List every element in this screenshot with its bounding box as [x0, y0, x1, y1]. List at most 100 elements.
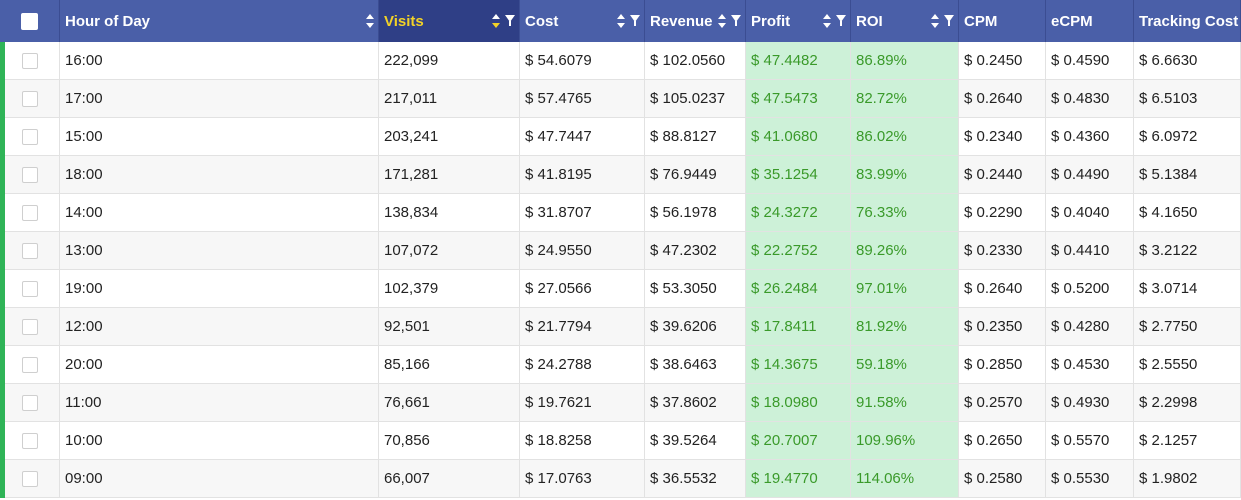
cell-hour: 13:00 [60, 232, 379, 270]
cell-ecpm: $ 0.4930 [1046, 384, 1134, 422]
table-row[interactable]: 20:00 85,166 $ 24.2788 $ 38.6463 $ 14.3675 59… [0, 346, 1241, 384]
row-checkbox[interactable] [21, 242, 38, 259]
row-checkbox[interactable] [21, 280, 38, 297]
sort-icon[interactable] [823, 14, 831, 28]
row-checkbox[interactable] [21, 394, 38, 411]
sort-icon[interactable] [366, 14, 374, 28]
sort-icon[interactable] [931, 14, 939, 28]
table-row[interactable]: 18:00 171,281 $ 41.8195 $ 76.9449 $ 35.1254 8… [0, 156, 1241, 194]
cell-revenue: $ 53.3050 [645, 270, 746, 308]
table-row[interactable]: 16:00 222,099 $ 54.6079 $ 102.0560 $ 47.4482… [0, 42, 1241, 80]
table-row[interactable]: 19:00 102,379 $ 27.0566 $ 53.3050 $ 26.2484 9… [0, 270, 1241, 308]
cell-hour: 17:00 [60, 80, 379, 118]
row-checkbox[interactable] [21, 90, 38, 107]
cell-visits: 70,856 [379, 422, 520, 460]
sort-icon[interactable] [718, 14, 726, 28]
column-header-hour[interactable]: Hour of Day [60, 0, 379, 42]
row-select-cell [0, 460, 60, 498]
cell-revenue: $ 37.8602 [645, 384, 746, 422]
filter-icon[interactable] [731, 15, 741, 27]
cell-ecpm: $ 0.4590 [1046, 42, 1134, 80]
cell-tracking-cost: $ 3.0714 [1134, 270, 1241, 308]
filter-icon[interactable] [836, 15, 846, 27]
cell-visits: 85,166 [379, 346, 520, 384]
filter-icon[interactable] [944, 15, 954, 27]
column-header-label: Revenue [650, 12, 713, 30]
cell-cpm: $ 0.2650 [959, 422, 1046, 460]
table-row[interactable]: 10:00 70,856 $ 18.8258 $ 39.5264 $ 20.7007 10… [0, 422, 1241, 460]
cell-visits: 107,072 [379, 232, 520, 270]
row-select-cell [0, 156, 60, 194]
table-row[interactable]: 14:00 138,834 $ 31.8707 $ 56.1978 $ 24.3272 7… [0, 194, 1241, 232]
cell-hour: 10:00 [60, 422, 379, 460]
cell-cpm: $ 0.2440 [959, 156, 1046, 194]
cell-cost: $ 54.6079 [520, 42, 645, 80]
table-row[interactable]: 09:00 66,007 $ 17.0763 $ 36.5532 $ 19.4770 11… [0, 460, 1241, 498]
cell-ecpm: $ 0.4830 [1046, 80, 1134, 118]
sort-icon[interactable] [617, 14, 625, 28]
row-select-cell [0, 194, 60, 232]
cell-ecpm: $ 0.4360 [1046, 118, 1134, 156]
column-header-visits[interactable]: Visits [379, 0, 520, 42]
column-header-roi[interactable]: ROI [851, 0, 959, 42]
cell-visits: 76,661 [379, 384, 520, 422]
column-header-revenue[interactable]: Revenue [645, 0, 746, 42]
column-header-tracking-cost[interactable]: Tracking Cost [1134, 0, 1241, 42]
table-row[interactable]: 12:00 92,501 $ 21.7794 $ 39.6206 $ 17.8411 81… [0, 308, 1241, 346]
row-status-marker [0, 308, 5, 346]
row-status-marker [0, 42, 5, 80]
cell-cpm: $ 0.2450 [959, 42, 1046, 80]
cell-cpm: $ 0.2570 [959, 384, 1046, 422]
cell-cpm: $ 0.2640 [959, 80, 1046, 118]
cell-visits: 102,379 [379, 270, 520, 308]
cell-hour: 18:00 [60, 156, 379, 194]
row-select-cell [0, 118, 60, 156]
cell-ecpm: $ 0.4490 [1046, 156, 1134, 194]
row-checkbox[interactable] [21, 204, 38, 221]
cell-roi: 109.96% [851, 422, 959, 460]
filter-icon[interactable] [505, 15, 515, 27]
cell-roi: 91.58% [851, 384, 959, 422]
grid-body: 16:00 222,099 $ 54.6079 $ 102.0560 $ 47.4482… [0, 42, 1241, 498]
cell-cost: $ 21.7794 [520, 308, 645, 346]
cell-ecpm: $ 0.5530 [1046, 460, 1134, 498]
column-header-label: Visits [384, 12, 424, 30]
row-checkbox[interactable] [21, 432, 38, 449]
table-row[interactable]: 17:00 217,011 $ 57.4765 $ 105.0237 $ 47.5473… [0, 80, 1241, 118]
cell-cost: $ 27.0566 [520, 270, 645, 308]
cell-hour: 12:00 [60, 308, 379, 346]
row-checkbox[interactable] [21, 52, 38, 69]
cell-ecpm: $ 0.4040 [1046, 194, 1134, 232]
cell-cpm: $ 0.2350 [959, 308, 1046, 346]
table-row[interactable]: 13:00 107,072 $ 24.9550 $ 47.2302 $ 22.2752 8… [0, 232, 1241, 270]
select-all-checkbox[interactable] [21, 12, 38, 30]
row-checkbox[interactable] [21, 128, 38, 145]
cell-ecpm: $ 0.4410 [1046, 232, 1134, 270]
cell-revenue: $ 105.0237 [645, 80, 746, 118]
column-header-ecpm[interactable]: eCPM [1046, 0, 1134, 42]
row-checkbox[interactable] [21, 318, 38, 335]
cell-hour: 15:00 [60, 118, 379, 156]
cell-tracking-cost: $ 2.2998 [1134, 384, 1241, 422]
cell-cpm: $ 0.2340 [959, 118, 1046, 156]
cell-profit: $ 47.5473 [746, 80, 851, 118]
cell-revenue: $ 38.6463 [645, 346, 746, 384]
row-select-cell [0, 232, 60, 270]
cell-tracking-cost: $ 6.0972 [1134, 118, 1241, 156]
select-all-cell [0, 0, 60, 42]
column-header-cpm[interactable]: CPM [959, 0, 1046, 42]
table-row[interactable]: 15:00 203,241 $ 47.7447 $ 88.8127 $ 41.0680 8… [0, 118, 1241, 156]
column-header-profit[interactable]: Profit [746, 0, 851, 42]
row-checkbox[interactable] [21, 470, 38, 487]
cell-tracking-cost: $ 6.5103 [1134, 80, 1241, 118]
row-checkbox[interactable] [21, 166, 38, 183]
sort-icon[interactable] [492, 14, 500, 28]
column-header-cost[interactable]: Cost [520, 0, 645, 42]
filter-icon[interactable] [630, 15, 640, 27]
column-header-label: Profit [751, 12, 791, 30]
row-checkbox[interactable] [21, 356, 38, 373]
cell-tracking-cost: $ 2.7750 [1134, 308, 1241, 346]
row-status-marker [0, 156, 5, 194]
cell-visits: 66,007 [379, 460, 520, 498]
table-row[interactable]: 11:00 76,661 $ 19.7621 $ 37.8602 $ 18.0980 91… [0, 384, 1241, 422]
